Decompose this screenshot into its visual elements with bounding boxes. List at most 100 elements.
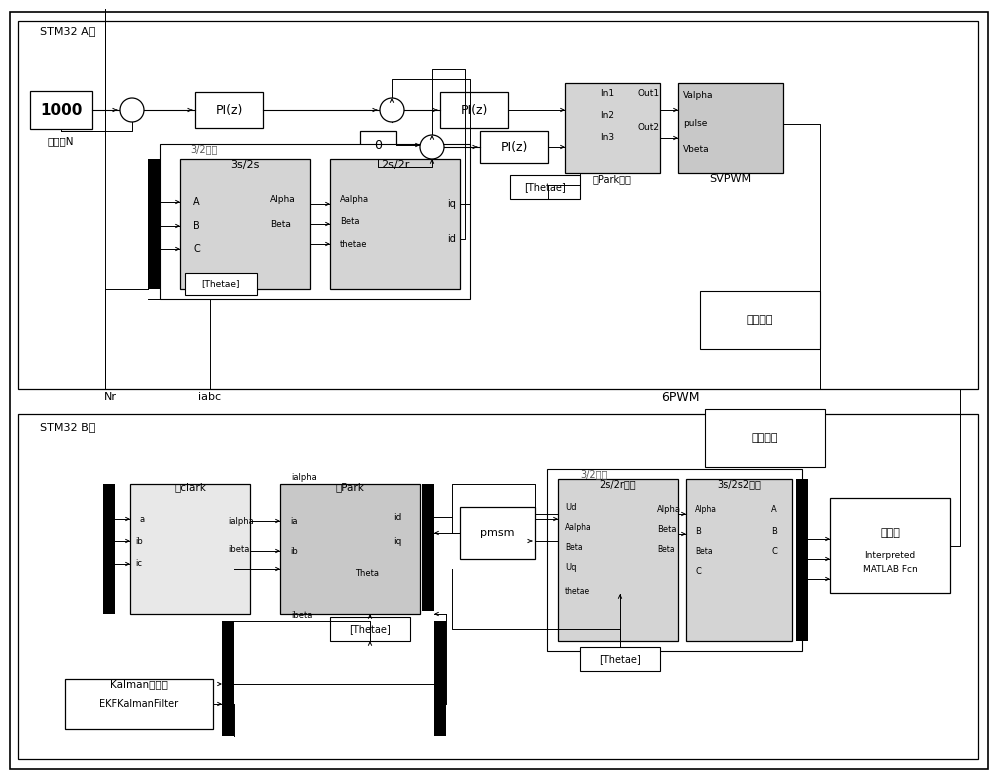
- Text: B: B: [695, 527, 701, 535]
- Text: iq: iq: [447, 199, 456, 209]
- Text: Aalpha: Aalpha: [340, 195, 369, 203]
- Bar: [460, 507, 535, 559]
- Bar: [705, 409, 825, 467]
- Bar: [422, 484, 434, 611]
- Bar: [480, 131, 548, 163]
- Text: PI(z): PI(z): [500, 140, 528, 153]
- Text: 2s/2r: 2s/2r: [381, 160, 409, 170]
- Text: [Thetae]: [Thetae]: [349, 624, 391, 634]
- Bar: [65, 679, 213, 729]
- Text: ibeta: ibeta: [228, 545, 249, 554]
- Bar: [440, 92, 508, 128]
- Text: Ud: Ud: [565, 502, 576, 512]
- Bar: [180, 159, 310, 289]
- Text: 1000: 1000: [40, 103, 82, 118]
- Text: Out1: Out1: [638, 89, 660, 97]
- Text: Interpreted: Interpreted: [864, 551, 916, 559]
- Text: ic: ic: [135, 559, 142, 569]
- Bar: [148, 159, 160, 289]
- Text: ialpha: ialpha: [228, 516, 254, 526]
- Text: 0: 0: [374, 139, 382, 151]
- Text: Out2: Out2: [638, 122, 660, 132]
- Bar: [18, 414, 978, 759]
- Text: In2: In2: [600, 111, 614, 119]
- Text: Theta: Theta: [355, 569, 379, 577]
- Text: ib: ib: [135, 537, 143, 545]
- Text: In3: In3: [600, 132, 614, 142]
- Text: pulse: pulse: [683, 118, 707, 128]
- Bar: [796, 479, 808, 641]
- Text: MATLAB Fcn: MATLAB Fcn: [863, 565, 917, 573]
- Text: 2s/2r变换: 2s/2r变换: [600, 479, 636, 489]
- Bar: [686, 479, 792, 641]
- Text: C: C: [771, 547, 777, 555]
- Text: Beta: Beta: [657, 524, 676, 534]
- Text: PI(z): PI(z): [215, 104, 243, 117]
- Text: B: B: [771, 527, 777, 535]
- Text: Vbeta: Vbeta: [683, 144, 710, 153]
- Text: 反Park变换: 反Park变换: [593, 174, 631, 184]
- Text: Beta: Beta: [695, 547, 713, 555]
- Bar: [103, 484, 115, 614]
- Bar: [130, 484, 250, 614]
- Text: Uq: Uq: [565, 562, 576, 572]
- Bar: [700, 291, 820, 349]
- Bar: [360, 131, 396, 159]
- Bar: [18, 21, 978, 389]
- Text: a: a: [140, 514, 145, 523]
- Text: 反Park: 反Park: [336, 482, 364, 492]
- Text: 3s/2s2变换: 3s/2s2变换: [717, 479, 761, 489]
- Text: Beta: Beta: [657, 545, 675, 554]
- Text: STM32 A机: STM32 A机: [40, 26, 95, 36]
- Text: Beta: Beta: [270, 220, 291, 228]
- Circle shape: [420, 135, 444, 159]
- Text: Beta: Beta: [340, 217, 360, 225]
- Text: A: A: [193, 197, 200, 207]
- Text: [Thetae]: [Thetae]: [202, 280, 240, 288]
- Bar: [510, 175, 580, 199]
- Text: Alpha: Alpha: [695, 505, 717, 513]
- Text: STM32 B机: STM32 B机: [40, 422, 95, 432]
- Text: A: A: [771, 505, 777, 513]
- Text: 同步脉冲: 同步脉冲: [747, 315, 773, 325]
- Text: thetae: thetae: [340, 239, 368, 249]
- Bar: [195, 92, 263, 128]
- Text: 3s/2s: 3s/2s: [230, 160, 260, 170]
- Bar: [330, 617, 410, 641]
- Bar: [558, 479, 678, 641]
- Bar: [434, 621, 446, 736]
- Text: 同步脉冲: 同步脉冲: [752, 433, 778, 443]
- Bar: [222, 621, 234, 736]
- Text: id: id: [393, 513, 401, 521]
- Text: Alpha: Alpha: [270, 195, 296, 203]
- Text: ib: ib: [290, 547, 298, 555]
- Bar: [547, 469, 802, 651]
- Bar: [580, 647, 660, 671]
- Text: ialpha: ialpha: [291, 473, 317, 481]
- Text: C: C: [193, 244, 200, 254]
- Text: 逆变桥: 逆变桥: [880, 528, 900, 538]
- Text: iq: iq: [393, 537, 401, 545]
- Text: 反clark: 反clark: [174, 482, 206, 492]
- Bar: [678, 83, 783, 173]
- Text: Alpha: Alpha: [657, 505, 681, 513]
- Text: 3/2变换: 3/2变换: [580, 469, 607, 479]
- Text: SVPWM: SVPWM: [709, 174, 751, 184]
- Text: ibeta: ibeta: [291, 612, 312, 621]
- Text: [Thetae]: [Thetae]: [599, 654, 641, 664]
- Text: 3/2变换: 3/2变换: [190, 144, 217, 154]
- Text: 6PWM: 6PWM: [661, 390, 699, 404]
- Text: Nr: Nr: [104, 392, 116, 402]
- Bar: [565, 83, 660, 173]
- Text: id: id: [447, 234, 456, 244]
- Text: Aalpha: Aalpha: [565, 523, 592, 531]
- Bar: [830, 498, 950, 593]
- Text: ia: ia: [290, 516, 298, 526]
- Text: Beta: Beta: [565, 542, 583, 552]
- Circle shape: [380, 98, 404, 122]
- Text: Kalman滤波器: Kalman滤波器: [110, 679, 168, 689]
- Bar: [30, 91, 92, 129]
- Text: [Thetae]: [Thetae]: [524, 182, 566, 192]
- Circle shape: [120, 98, 144, 122]
- Text: Valpha: Valpha: [683, 90, 714, 100]
